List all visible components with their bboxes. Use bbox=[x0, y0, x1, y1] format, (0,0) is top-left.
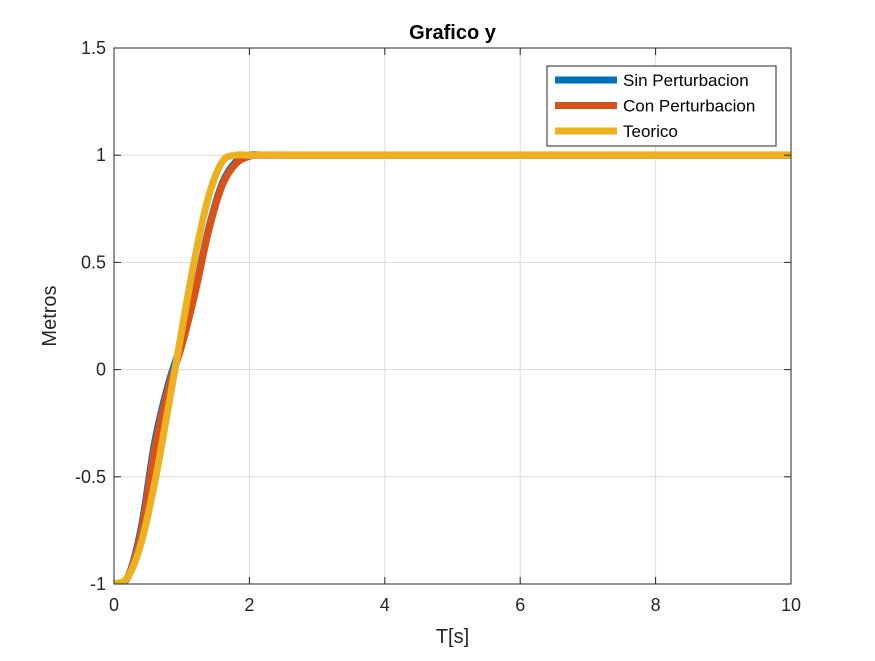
x-tick-label: 8 bbox=[651, 595, 661, 615]
x-axis-title: T[s] bbox=[436, 626, 469, 648]
y-tick-label: -1 bbox=[90, 574, 106, 594]
ticks-layer bbox=[113, 47, 792, 585]
y-tick-label: 0 bbox=[96, 360, 106, 380]
series-layer bbox=[114, 151, 791, 584]
axes-box bbox=[113, 47, 792, 585]
x-tick-label: 4 bbox=[380, 595, 390, 615]
tick-label-layer: 0 2 4 6 8 10 -1 -0.5 0 0.5 1 1.5 bbox=[75, 38, 801, 615]
y-tick-label: 0.5 bbox=[81, 252, 106, 272]
y-axis-title: Metros bbox=[39, 285, 61, 346]
y-tick-label: 1.5 bbox=[81, 38, 106, 58]
y-tick-label: 1 bbox=[96, 145, 106, 165]
x-tick-label: 0 bbox=[109, 595, 119, 615]
y-tick-label: -0.5 bbox=[75, 467, 106, 487]
x-tick-label: 2 bbox=[244, 595, 254, 615]
series-line-teorico bbox=[114, 151, 791, 584]
legend-label-sin-perturbacion: Sin Perturbacion bbox=[623, 71, 749, 90]
legend-label-con-perturbacion: Con Perturbacion bbox=[623, 97, 755, 116]
chart-title: Grafico y bbox=[409, 22, 497, 44]
legend: Sin Perturbacion Con Perturbacion Teorico bbox=[546, 65, 777, 147]
x-tick-label: 6 bbox=[515, 595, 525, 615]
legend-label-teorico: Teorico bbox=[623, 122, 678, 141]
x-tick-label: 10 bbox=[781, 595, 801, 615]
